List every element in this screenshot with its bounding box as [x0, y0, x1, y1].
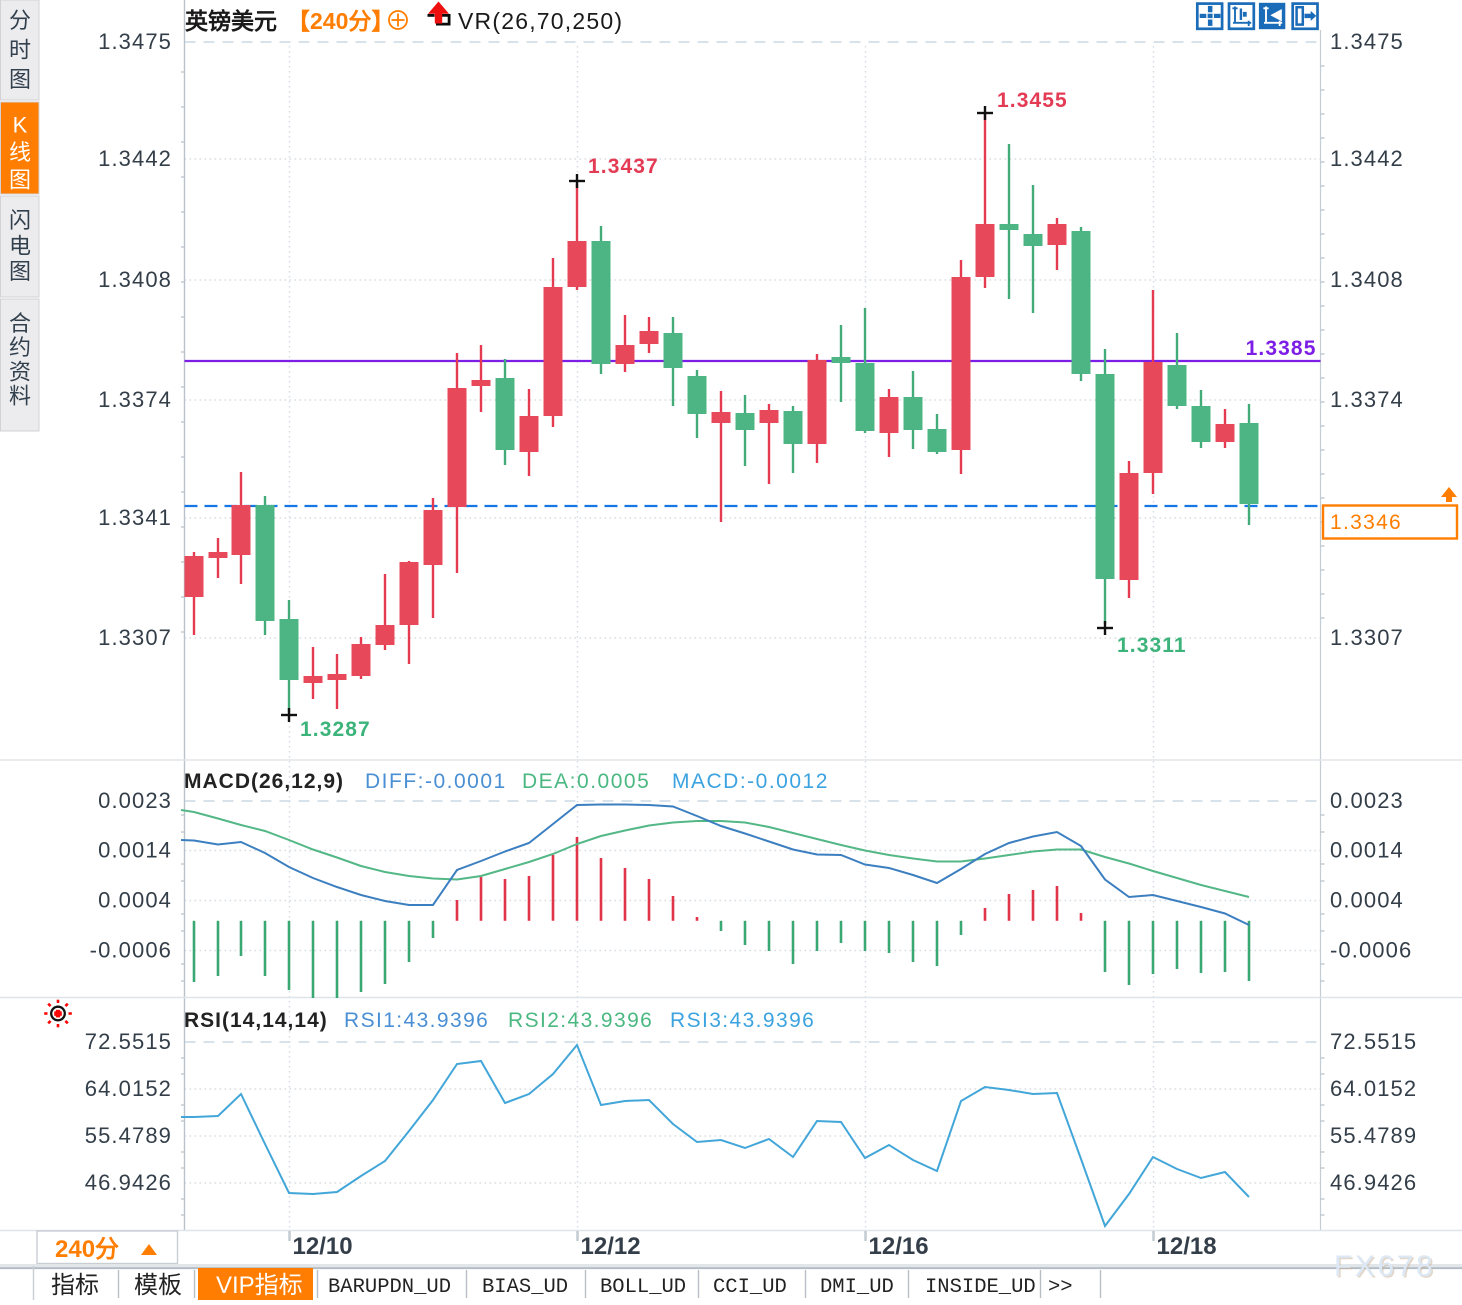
svg-text:1.3374: 1.3374	[1330, 387, 1404, 412]
svg-text:RSI1:43.9396: RSI1:43.9396	[344, 1009, 489, 1032]
svg-text:DEA:0.0005: DEA:0.0005	[522, 770, 650, 793]
svg-text:RSI2:43.9396: RSI2:43.9396	[508, 1009, 653, 1032]
svg-text:1.3385: 1.3385	[1246, 337, 1317, 360]
svg-text:BIAS_UD: BIAS_UD	[482, 1276, 568, 1299]
svg-text:FX678: FX678	[1334, 1250, 1435, 1283]
svg-text:DIFF:-0.0001: DIFF:-0.0001	[365, 770, 507, 793]
svg-text:1.3287: 1.3287	[300, 718, 371, 741]
svg-text:72.5515: 72.5515	[85, 1029, 172, 1054]
svg-text:0.0014: 0.0014	[98, 838, 172, 863]
svg-text:1.3455: 1.3455	[997, 89, 1068, 112]
svg-text:RSI3:43.9396: RSI3:43.9396	[670, 1009, 815, 1032]
svg-text:电: 电	[9, 234, 31, 259]
svg-text:英镑美元: 英镑美元	[185, 8, 277, 34]
svg-text:INSIDE_UD: INSIDE_UD	[925, 1276, 1036, 1299]
svg-text:【240分】: 【240分】	[287, 8, 394, 34]
svg-text:46.9426: 46.9426	[85, 1170, 172, 1195]
svg-text:指标: 指标	[51, 1272, 99, 1299]
svg-text:1.3374: 1.3374	[98, 387, 172, 412]
svg-text:1.3346: 1.3346	[1330, 511, 1402, 534]
svg-text:1.3408: 1.3408	[98, 267, 172, 292]
svg-text:64.0152: 64.0152	[1330, 1076, 1417, 1101]
svg-text:0.0023: 0.0023	[98, 788, 172, 813]
svg-text:BOLL_UD: BOLL_UD	[600, 1276, 686, 1299]
svg-text:MACD(26,12,9): MACD(26,12,9)	[184, 770, 344, 793]
svg-text:DMI_UD: DMI_UD	[820, 1276, 894, 1299]
svg-text:1.3341: 1.3341	[98, 505, 172, 530]
svg-text:1.3475: 1.3475	[98, 29, 172, 54]
svg-text:55.4789: 55.4789	[1330, 1123, 1417, 1148]
svg-text:MACD:-0.0012: MACD:-0.0012	[672, 770, 829, 793]
svg-text:分: 分	[9, 8, 31, 33]
svg-text:240分: 240分	[55, 1236, 119, 1263]
svg-text:1.3307: 1.3307	[1330, 625, 1404, 650]
svg-text:1.3311: 1.3311	[1117, 634, 1187, 657]
svg-text:时: 时	[9, 38, 31, 63]
svg-text:1.3442: 1.3442	[98, 146, 172, 171]
svg-text:图: 图	[9, 67, 31, 92]
svg-text:RSI(14,14,14): RSI(14,14,14)	[184, 1009, 328, 1032]
svg-text:图: 图	[9, 259, 31, 284]
svg-text:0.0014: 0.0014	[1330, 838, 1404, 863]
svg-text:VIP指标: VIP指标	[216, 1272, 303, 1299]
svg-text:合: 合	[9, 311, 31, 336]
svg-text:料: 料	[9, 384, 31, 409]
svg-text:1.3437: 1.3437	[588, 155, 659, 178]
svg-text:K: K	[13, 113, 28, 138]
svg-text:12/18: 12/18	[1157, 1233, 1217, 1260]
svg-text:1.3475: 1.3475	[1330, 29, 1404, 54]
svg-text:0.0023: 0.0023	[1330, 788, 1404, 813]
svg-text:72.5515: 72.5515	[1330, 1029, 1417, 1054]
svg-text:-0.0006: -0.0006	[90, 938, 172, 963]
svg-text:46.9426: 46.9426	[1330, 1170, 1417, 1195]
svg-text:闪: 闪	[9, 208, 31, 233]
svg-text:1.3442: 1.3442	[1330, 146, 1404, 171]
svg-text:0.0004: 0.0004	[98, 888, 172, 913]
svg-text:1.3307: 1.3307	[98, 625, 172, 650]
svg-text:VR(26,70,250): VR(26,70,250)	[458, 8, 623, 34]
svg-text:模板: 模板	[134, 1272, 182, 1299]
svg-text:-0.0006: -0.0006	[1330, 938, 1412, 963]
svg-text:64.0152: 64.0152	[85, 1076, 172, 1101]
svg-text:约: 约	[9, 335, 31, 360]
svg-text:BARUPDN_UD: BARUPDN_UD	[328, 1276, 451, 1299]
svg-text:资: 资	[9, 359, 31, 384]
svg-text:FX678: FX678	[1336, 1252, 1437, 1285]
svg-text:12/10: 12/10	[293, 1233, 353, 1260]
svg-text:图: 图	[9, 168, 31, 193]
svg-text:1.3408: 1.3408	[1330, 267, 1404, 292]
svg-text:CCI_UD: CCI_UD	[713, 1276, 787, 1299]
svg-text:0.0004: 0.0004	[1330, 888, 1404, 913]
svg-text:>>: >>	[1048, 1276, 1073, 1299]
svg-text:12/12: 12/12	[581, 1233, 641, 1260]
svg-text:线: 线	[9, 140, 31, 165]
svg-text:55.4789: 55.4789	[85, 1123, 172, 1148]
svg-text:12/16: 12/16	[869, 1233, 929, 1260]
